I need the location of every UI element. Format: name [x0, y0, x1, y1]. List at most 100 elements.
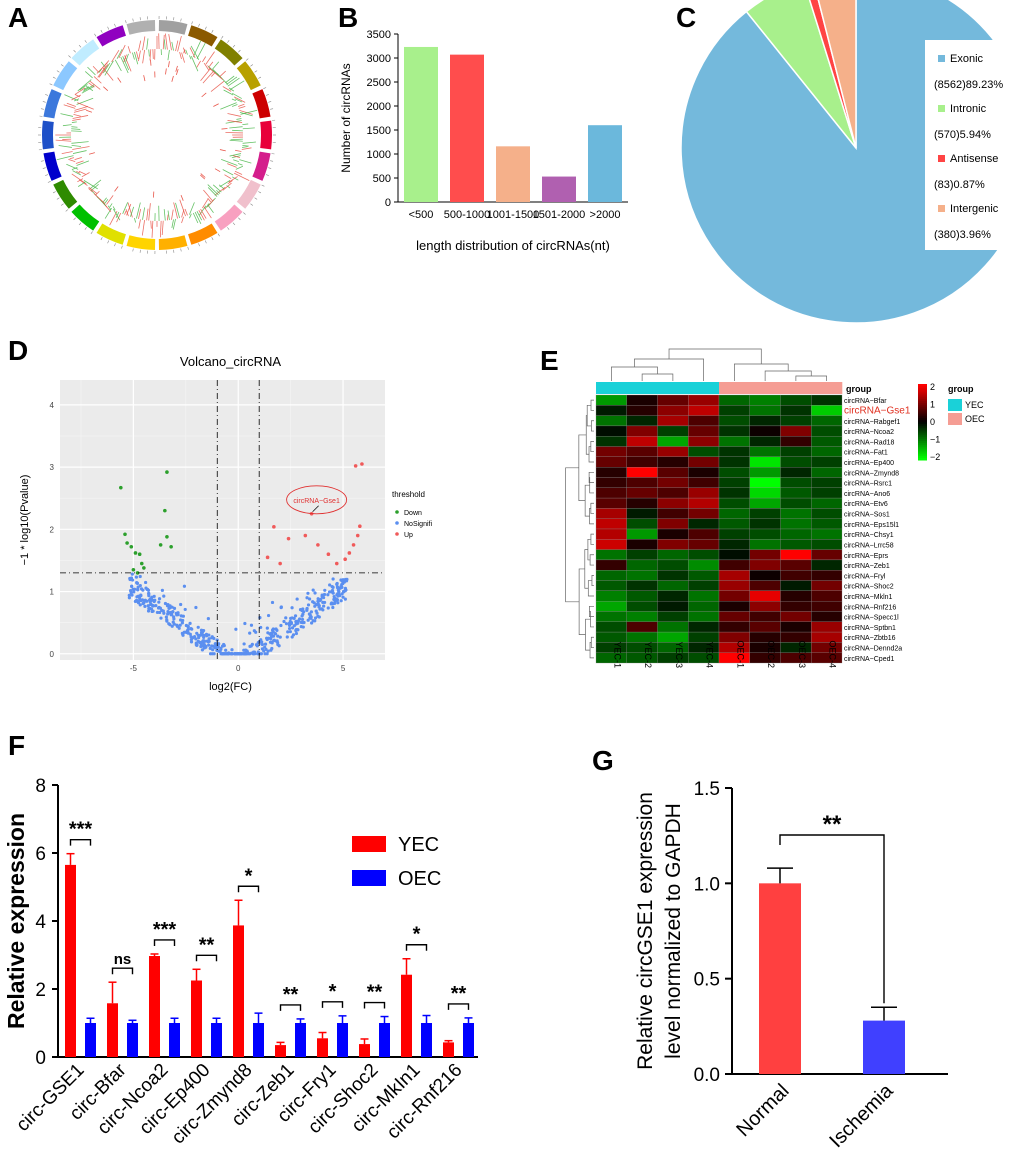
- circos-track-mark: [192, 212, 199, 224]
- nosignifi-point: [263, 642, 268, 646]
- color-scale-step: [918, 441, 927, 444]
- legend-label: Exonic: [950, 53, 984, 65]
- circos-inner-mark: [86, 109, 92, 113]
- nosignifi-point: [285, 635, 289, 639]
- nosignifi-point: [138, 584, 142, 588]
- nosignifi-point: [137, 596, 142, 600]
- x-tick-label: >2000: [590, 209, 621, 221]
- nosignifi-point: [234, 627, 238, 631]
- bar: [404, 46, 438, 203]
- bar: [253, 1023, 264, 1057]
- circos-track-mark: [226, 76, 238, 85]
- circos-track-mark: [234, 170, 243, 175]
- nosignifi-point: [178, 623, 182, 627]
- nosignifi-point: [134, 575, 138, 579]
- nosignifi-point: [301, 625, 305, 629]
- nosignifi-point: [248, 644, 252, 648]
- circos-track-mark: [111, 49, 120, 63]
- nosignifi-point: [272, 639, 276, 643]
- column-label: YEC-3: [674, 641, 684, 668]
- significance-label: **: [283, 984, 299, 1006]
- circos-tick: [52, 76, 56, 79]
- nosignifi-point: [147, 594, 151, 598]
- circos-tick: [254, 70, 258, 73]
- circos-track-mark: [109, 203, 113, 208]
- nosignifi-point: [260, 642, 264, 646]
- column-dendrogram: [668, 348, 762, 364]
- circos-track-mark: [182, 47, 186, 55]
- circos-track-mark: [207, 197, 212, 203]
- nosignifi-point: [294, 631, 299, 636]
- bar: [317, 1038, 328, 1057]
- nosignifi-point: [165, 618, 169, 622]
- down-point: [139, 561, 144, 566]
- circos-track-mark: [205, 51, 215, 65]
- circos-inner-mark: [221, 128, 228, 130]
- color-scale-step: [918, 458, 927, 461]
- circos-track-mark: [141, 220, 145, 236]
- circos-track-mark: [73, 108, 87, 113]
- circos-track-mark: [202, 198, 209, 209]
- circos-track-mark: [203, 189, 213, 201]
- circos-track-mark: [98, 63, 109, 78]
- circos-inner-mark: [150, 59, 152, 66]
- nosignifi-point: [128, 588, 133, 593]
- circos-track-mark: [138, 208, 142, 220]
- nosignifi-point: [311, 588, 315, 592]
- circos-inner-mark: [175, 65, 178, 72]
- circos-track-mark: [73, 114, 81, 117]
- legend-label: Intronic: [950, 103, 987, 115]
- group-bar-cell: [749, 382, 781, 394]
- circos-tick: [125, 20, 127, 24]
- circos-track-mark: [231, 98, 237, 102]
- circos-tick: [204, 240, 207, 244]
- significance-bracket: [237, 885, 260, 893]
- bar: [443, 1042, 454, 1057]
- circos-tick: [191, 21, 193, 25]
- circos-track-mark: [181, 209, 185, 218]
- row-label: circRNA−Zeb1: [844, 563, 890, 570]
- bar: [421, 1023, 432, 1057]
- color-scale-label: 0: [930, 417, 935, 427]
- circos-tick: [65, 209, 69, 212]
- circos-track-mark: [107, 205, 112, 210]
- circos-tick: [132, 18, 134, 22]
- nosignifi-point: [263, 645, 267, 649]
- legend-swatch: [352, 836, 386, 852]
- nosignifi-point: [202, 635, 206, 640]
- circos-tick: [227, 40, 230, 43]
- nosignifi-point: [189, 640, 194, 644]
- group-bar-cell: [626, 382, 658, 394]
- nosignifi-point: [194, 605, 198, 610]
- down-point: [169, 544, 173, 549]
- circos-track-mark: [115, 211, 120, 218]
- nosignifi-point: [243, 652, 247, 656]
- circos-track-mark: [74, 157, 82, 160]
- y-tick-label: 500: [373, 173, 391, 185]
- circos-track-mark: [114, 59, 122, 72]
- up-point: [326, 552, 331, 557]
- down-point: [123, 532, 127, 537]
- circos-inner-mark: [88, 152, 95, 155]
- nosignifi-point: [267, 636, 271, 640]
- circos-tick: [114, 243, 116, 247]
- color-scale-step: [918, 387, 927, 391]
- nosignifi-point: [146, 587, 150, 592]
- group-bar-cell: [596, 382, 628, 394]
- nosignifi-point: [293, 614, 298, 618]
- circos-tick: [261, 184, 265, 187]
- x-tick-label: Normal: [732, 1080, 793, 1141]
- circos-inner-mark: [214, 168, 221, 173]
- nosignifi-point: [130, 578, 135, 582]
- circos-tick: [268, 101, 272, 103]
- nosignifi-point: [319, 597, 323, 602]
- panel-label-d: D: [8, 335, 29, 366]
- group-bar-cell: [811, 382, 843, 394]
- row-label: circRNA−Rad18: [844, 439, 894, 446]
- nosignifi-point: [211, 648, 215, 652]
- circos-track-mark: [84, 71, 93, 79]
- nosignifi-point: [151, 604, 155, 608]
- significance-label: ***: [69, 819, 93, 841]
- y-tick-label: 0: [50, 650, 55, 659]
- nosignifi-point: [204, 632, 209, 636]
